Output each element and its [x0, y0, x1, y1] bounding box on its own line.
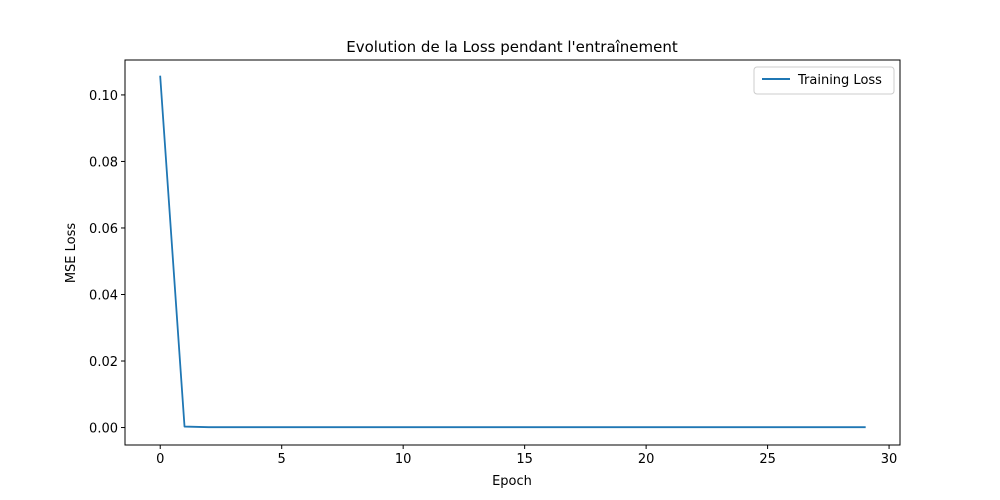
- x-tick-label: 0: [156, 452, 164, 467]
- x-tick-label: 20: [638, 452, 655, 467]
- y-tick-label: 0.10: [89, 89, 118, 104]
- series-line-training-loss: [159, 75, 866, 429]
- x-tick-label: 25: [759, 452, 776, 467]
- axes-frame: [124, 59, 901, 446]
- x-tick-label: 5: [278, 452, 286, 467]
- y-axis-label: MSE Loss: [64, 223, 79, 284]
- y-tick-label: 0.06: [89, 222, 118, 237]
- x-axis-ticks: 0 5 10 15 20 25 30: [156, 445, 897, 467]
- x-tick-label: 15: [516, 452, 533, 467]
- y-tick-label: 0.04: [89, 288, 118, 303]
- y-tick-label: 0.08: [89, 155, 118, 170]
- plot-area: 0 5 10 15 20 25 30 0.00 0.02 0.04 0.06 0.08 0.10: [89, 59, 901, 467]
- y-axis-ticks: 0.00 0.02 0.04 0.06 0.08 0.10: [89, 89, 125, 437]
- y-tick-label: 0.02: [89, 355, 118, 370]
- x-tick-label: 10: [395, 452, 412, 467]
- legend-box: [753, 66, 895, 95]
- x-axis-label: Epoch: [492, 474, 532, 489]
- y-tick-label: 0.00: [89, 422, 118, 437]
- series-layer: [159, 75, 866, 429]
- chart-title: Evolution de la Loss pendant l'entraînem…: [346, 38, 678, 56]
- x-tick-label: 30: [881, 452, 898, 467]
- legend: Training Loss: [753, 66, 895, 95]
- legend-label-training-loss: Training Loss: [797, 73, 882, 88]
